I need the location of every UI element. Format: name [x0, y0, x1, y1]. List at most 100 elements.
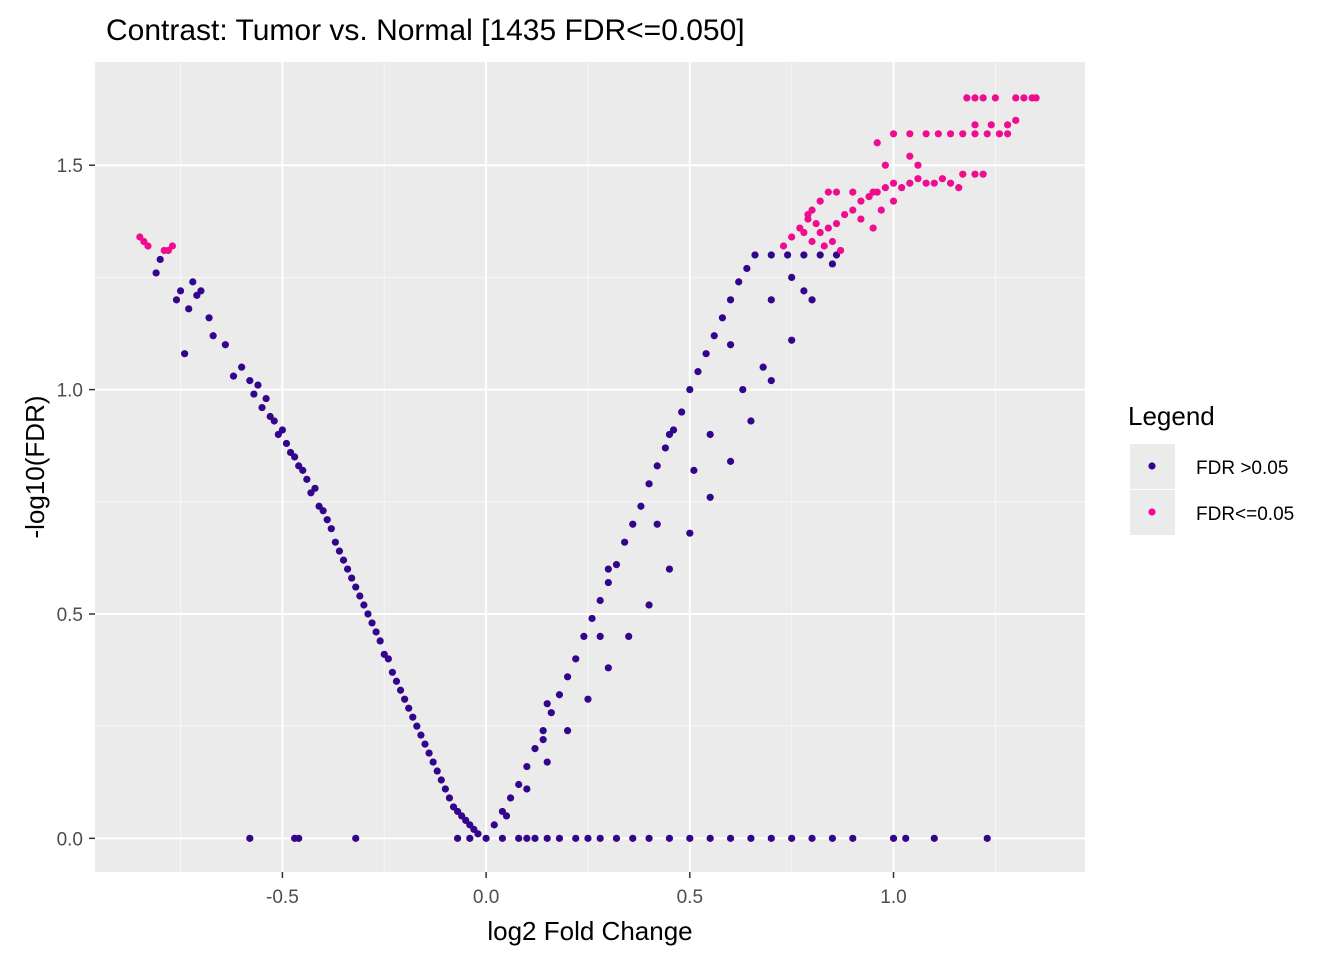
data-point — [751, 251, 759, 259]
data-point — [392, 677, 401, 685]
data-point — [453, 834, 462, 842]
data-point — [767, 377, 775, 385]
data-point — [246, 377, 254, 385]
data-point — [889, 197, 898, 205]
data-point — [767, 834, 775, 842]
data-point — [710, 332, 718, 340]
data-point — [800, 251, 808, 259]
data-point — [437, 776, 445, 784]
y-tick-label: 1.5 — [57, 156, 83, 177]
data-point — [425, 749, 433, 757]
data-point — [645, 480, 653, 488]
data-point — [849, 206, 857, 214]
data-point — [971, 121, 979, 129]
data-point — [959, 170, 967, 178]
x-axis-ticks: -0.5 0.0 0.5 1.0 — [266, 872, 907, 908]
data-point — [906, 152, 914, 160]
data-point — [303, 475, 311, 483]
data-point — [946, 130, 955, 138]
data-point — [405, 704, 413, 712]
data-point — [686, 834, 694, 842]
data-point — [262, 394, 270, 403]
data-point — [934, 130, 942, 138]
data-point — [258, 403, 266, 412]
data-point — [645, 601, 653, 609]
data-point — [543, 834, 551, 842]
data-point — [678, 408, 686, 416]
data-point — [278, 426, 287, 434]
data-point — [254, 381, 262, 389]
data-point — [694, 368, 702, 376]
data-point — [596, 596, 604, 605]
data-point — [515, 780, 523, 789]
data-point — [898, 184, 906, 192]
data-point — [181, 350, 189, 358]
data-point — [299, 466, 307, 474]
data-point — [991, 94, 999, 102]
data-point — [445, 794, 454, 802]
data-point — [335, 547, 344, 555]
data-point — [417, 731, 425, 739]
data-point — [816, 197, 824, 205]
x-tick-label: 1.0 — [880, 887, 906, 908]
data-point — [857, 197, 865, 205]
data-point — [523, 762, 531, 771]
data-point — [588, 614, 596, 623]
data-point — [645, 834, 653, 842]
data-point — [1003, 121, 1012, 129]
data-point — [955, 184, 963, 192]
x-tick-label: -0.5 — [266, 887, 299, 908]
data-point — [800, 287, 808, 295]
data-point — [409, 713, 417, 721]
data-point — [857, 215, 865, 223]
data-point — [828, 237, 837, 246]
data-point — [661, 444, 669, 452]
data-point — [323, 516, 331, 524]
data-point — [832, 219, 841, 228]
data-point — [718, 314, 727, 322]
data-point — [828, 260, 837, 268]
data-point — [572, 655, 580, 663]
data-point — [877, 206, 885, 214]
data-point — [144, 242, 152, 250]
data-point — [1012, 94, 1020, 102]
data-point — [555, 834, 564, 842]
data-point — [841, 210, 849, 219]
data-point — [612, 561, 621, 569]
data-point — [702, 350, 710, 358]
data-point — [759, 363, 767, 371]
data-point — [572, 834, 580, 842]
data-point — [726, 834, 735, 842]
data-point — [767, 251, 775, 259]
data-point — [368, 619, 376, 627]
data-point — [922, 179, 930, 187]
data-point — [706, 834, 714, 842]
legend-key-fdr-above — [1148, 462, 1156, 470]
data-point — [625, 632, 633, 641]
data-point — [531, 834, 539, 842]
data-point — [539, 736, 547, 744]
data-point — [902, 834, 910, 842]
major-gridlines — [95, 62, 1085, 872]
data-point — [221, 341, 229, 349]
data-point — [205, 314, 213, 322]
data-point — [604, 664, 612, 672]
data-point — [474, 830, 482, 838]
data-point — [282, 439, 291, 448]
data-point — [889, 834, 898, 842]
data-point — [938, 175, 947, 183]
data-point — [800, 228, 808, 237]
data-point — [828, 834, 837, 842]
data-point — [531, 744, 539, 753]
data-point — [360, 601, 368, 609]
data-point — [788, 273, 796, 282]
data-point — [168, 242, 177, 250]
data-point — [506, 794, 515, 802]
data-point — [979, 170, 987, 178]
data-point — [816, 228, 824, 237]
data-point — [690, 466, 698, 474]
data-point — [653, 520, 661, 528]
data-point — [352, 834, 360, 842]
data-point — [971, 130, 979, 138]
